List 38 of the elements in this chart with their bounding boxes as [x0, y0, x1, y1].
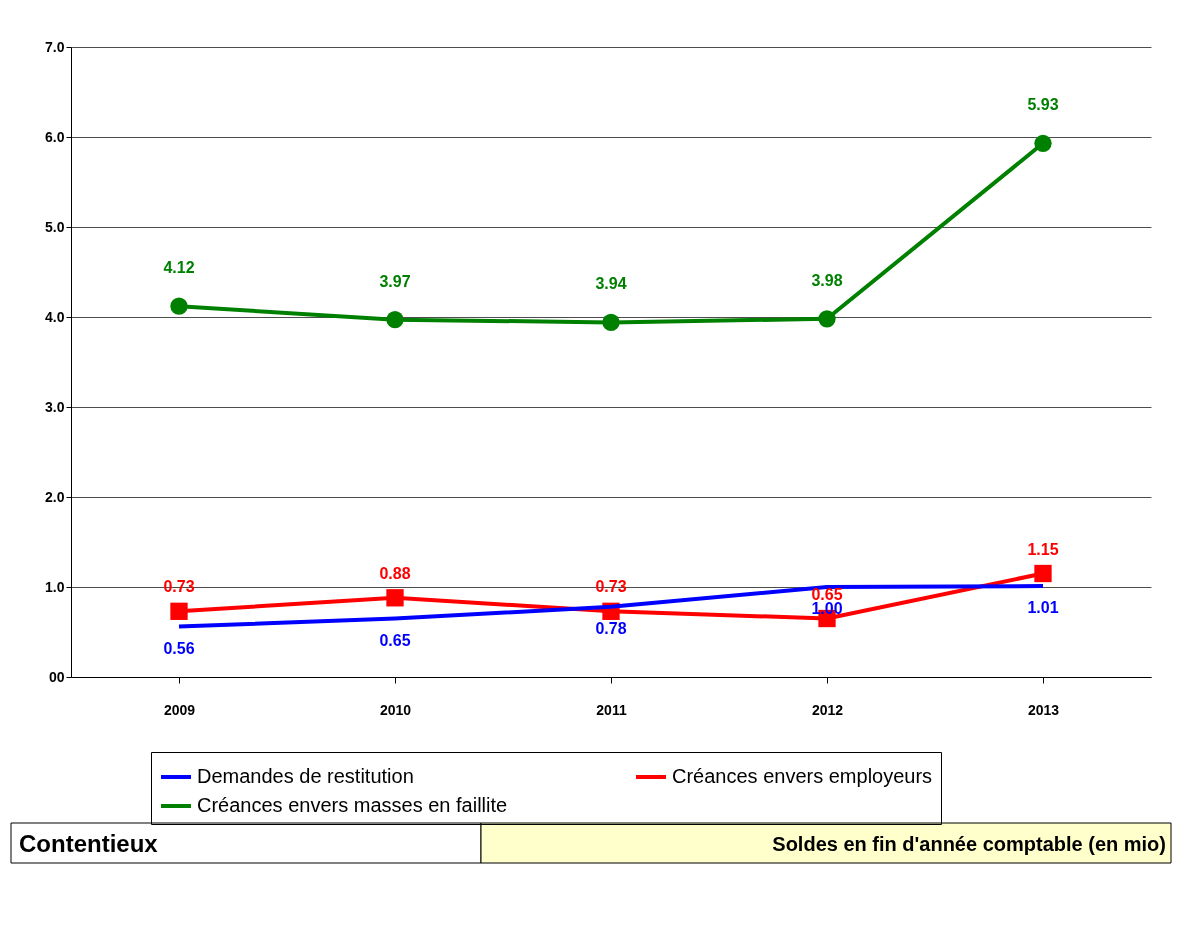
data-label: 4.12 [163, 259, 195, 277]
data-label: 0.56 [163, 639, 195, 657]
y-tick-label: 6.0 [45, 128, 65, 145]
data-label: 0.78 [595, 619, 627, 637]
data-label: 0.88 [379, 564, 411, 582]
text: Contentieux [19, 830, 159, 857]
data-label: 5.93 [1027, 96, 1059, 114]
x-tick-label: 2011 [596, 701, 627, 718]
point [1034, 564, 1052, 583]
data-label: 3.97 [379, 272, 411, 290]
data-label: 0.65 [379, 631, 411, 649]
y-tick-label: 2.0 [45, 488, 65, 505]
x-tick-label: 2013 [1027, 701, 1060, 718]
point [818, 310, 836, 328]
y-tick-label: 4.0 [45, 308, 65, 325]
text: Soldes en fin d'année comptable (en mio) [772, 833, 1166, 855]
data-label: 0.65 [811, 585, 843, 603]
x-tick-label: 2010 [379, 701, 412, 718]
data-label: 3.98 [811, 271, 843, 289]
y-tick-label: 00 [48, 668, 65, 685]
data-label: 1.01 [1027, 599, 1059, 617]
legend-label: Demandes de restitution [197, 765, 414, 787]
x-tick-label: 2009 [163, 701, 196, 718]
data-label: 3.94 [595, 275, 627, 293]
point [1034, 134, 1052, 152]
y-tick-label: 3.0 [45, 398, 65, 415]
point [386, 589, 404, 607]
y-tick-label: 5.0 [45, 218, 65, 235]
y-tick-label: 1.0 [45, 578, 65, 595]
y-tick-label: 7.0 [45, 38, 65, 55]
point [170, 602, 188, 620]
legend-label: Créances envers masses en faillite [197, 794, 508, 816]
legend-label: Créances envers employeurs [672, 765, 933, 787]
data-label: 1.15 [1027, 540, 1059, 558]
x-tick-label: 2012 [811, 701, 844, 718]
point [170, 297, 188, 315]
point [602, 313, 620, 332]
point [386, 311, 404, 329]
